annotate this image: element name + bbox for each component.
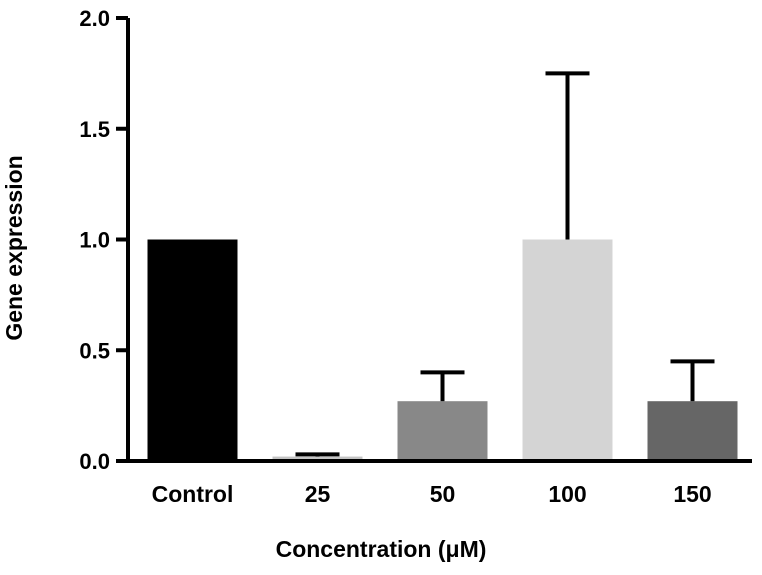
x-tick-label: 100 [548,481,586,507]
bar-150 [647,401,738,461]
bar-50 [397,401,488,461]
error-bars-group [295,71,715,457]
y-tick-label: 2.0 [79,6,110,31]
y-axis-ticks: 0.0 0.5 1.0 1.5 2.0 [79,6,128,474]
x-tick-label: 150 [673,481,711,507]
bars-group [147,239,738,461]
x-axis-title: Concentration (μM) [276,536,487,562]
x-tick-label: 50 [430,481,456,507]
y-tick-label: 0.0 [79,449,110,474]
y-tick-label: 1.0 [79,228,110,253]
x-axis-category-labels: Control 25 50 100 150 [152,481,712,507]
bar-100 [522,239,613,461]
x-tick-label: Control [152,481,234,507]
y-tick-label: 1.5 [79,117,110,142]
bar-control [147,239,238,461]
x-tick-label: 25 [305,481,331,507]
y-axis-title: Gene expression [1,155,27,340]
y-tick-label: 0.5 [79,338,110,363]
bar-25 [272,456,363,461]
